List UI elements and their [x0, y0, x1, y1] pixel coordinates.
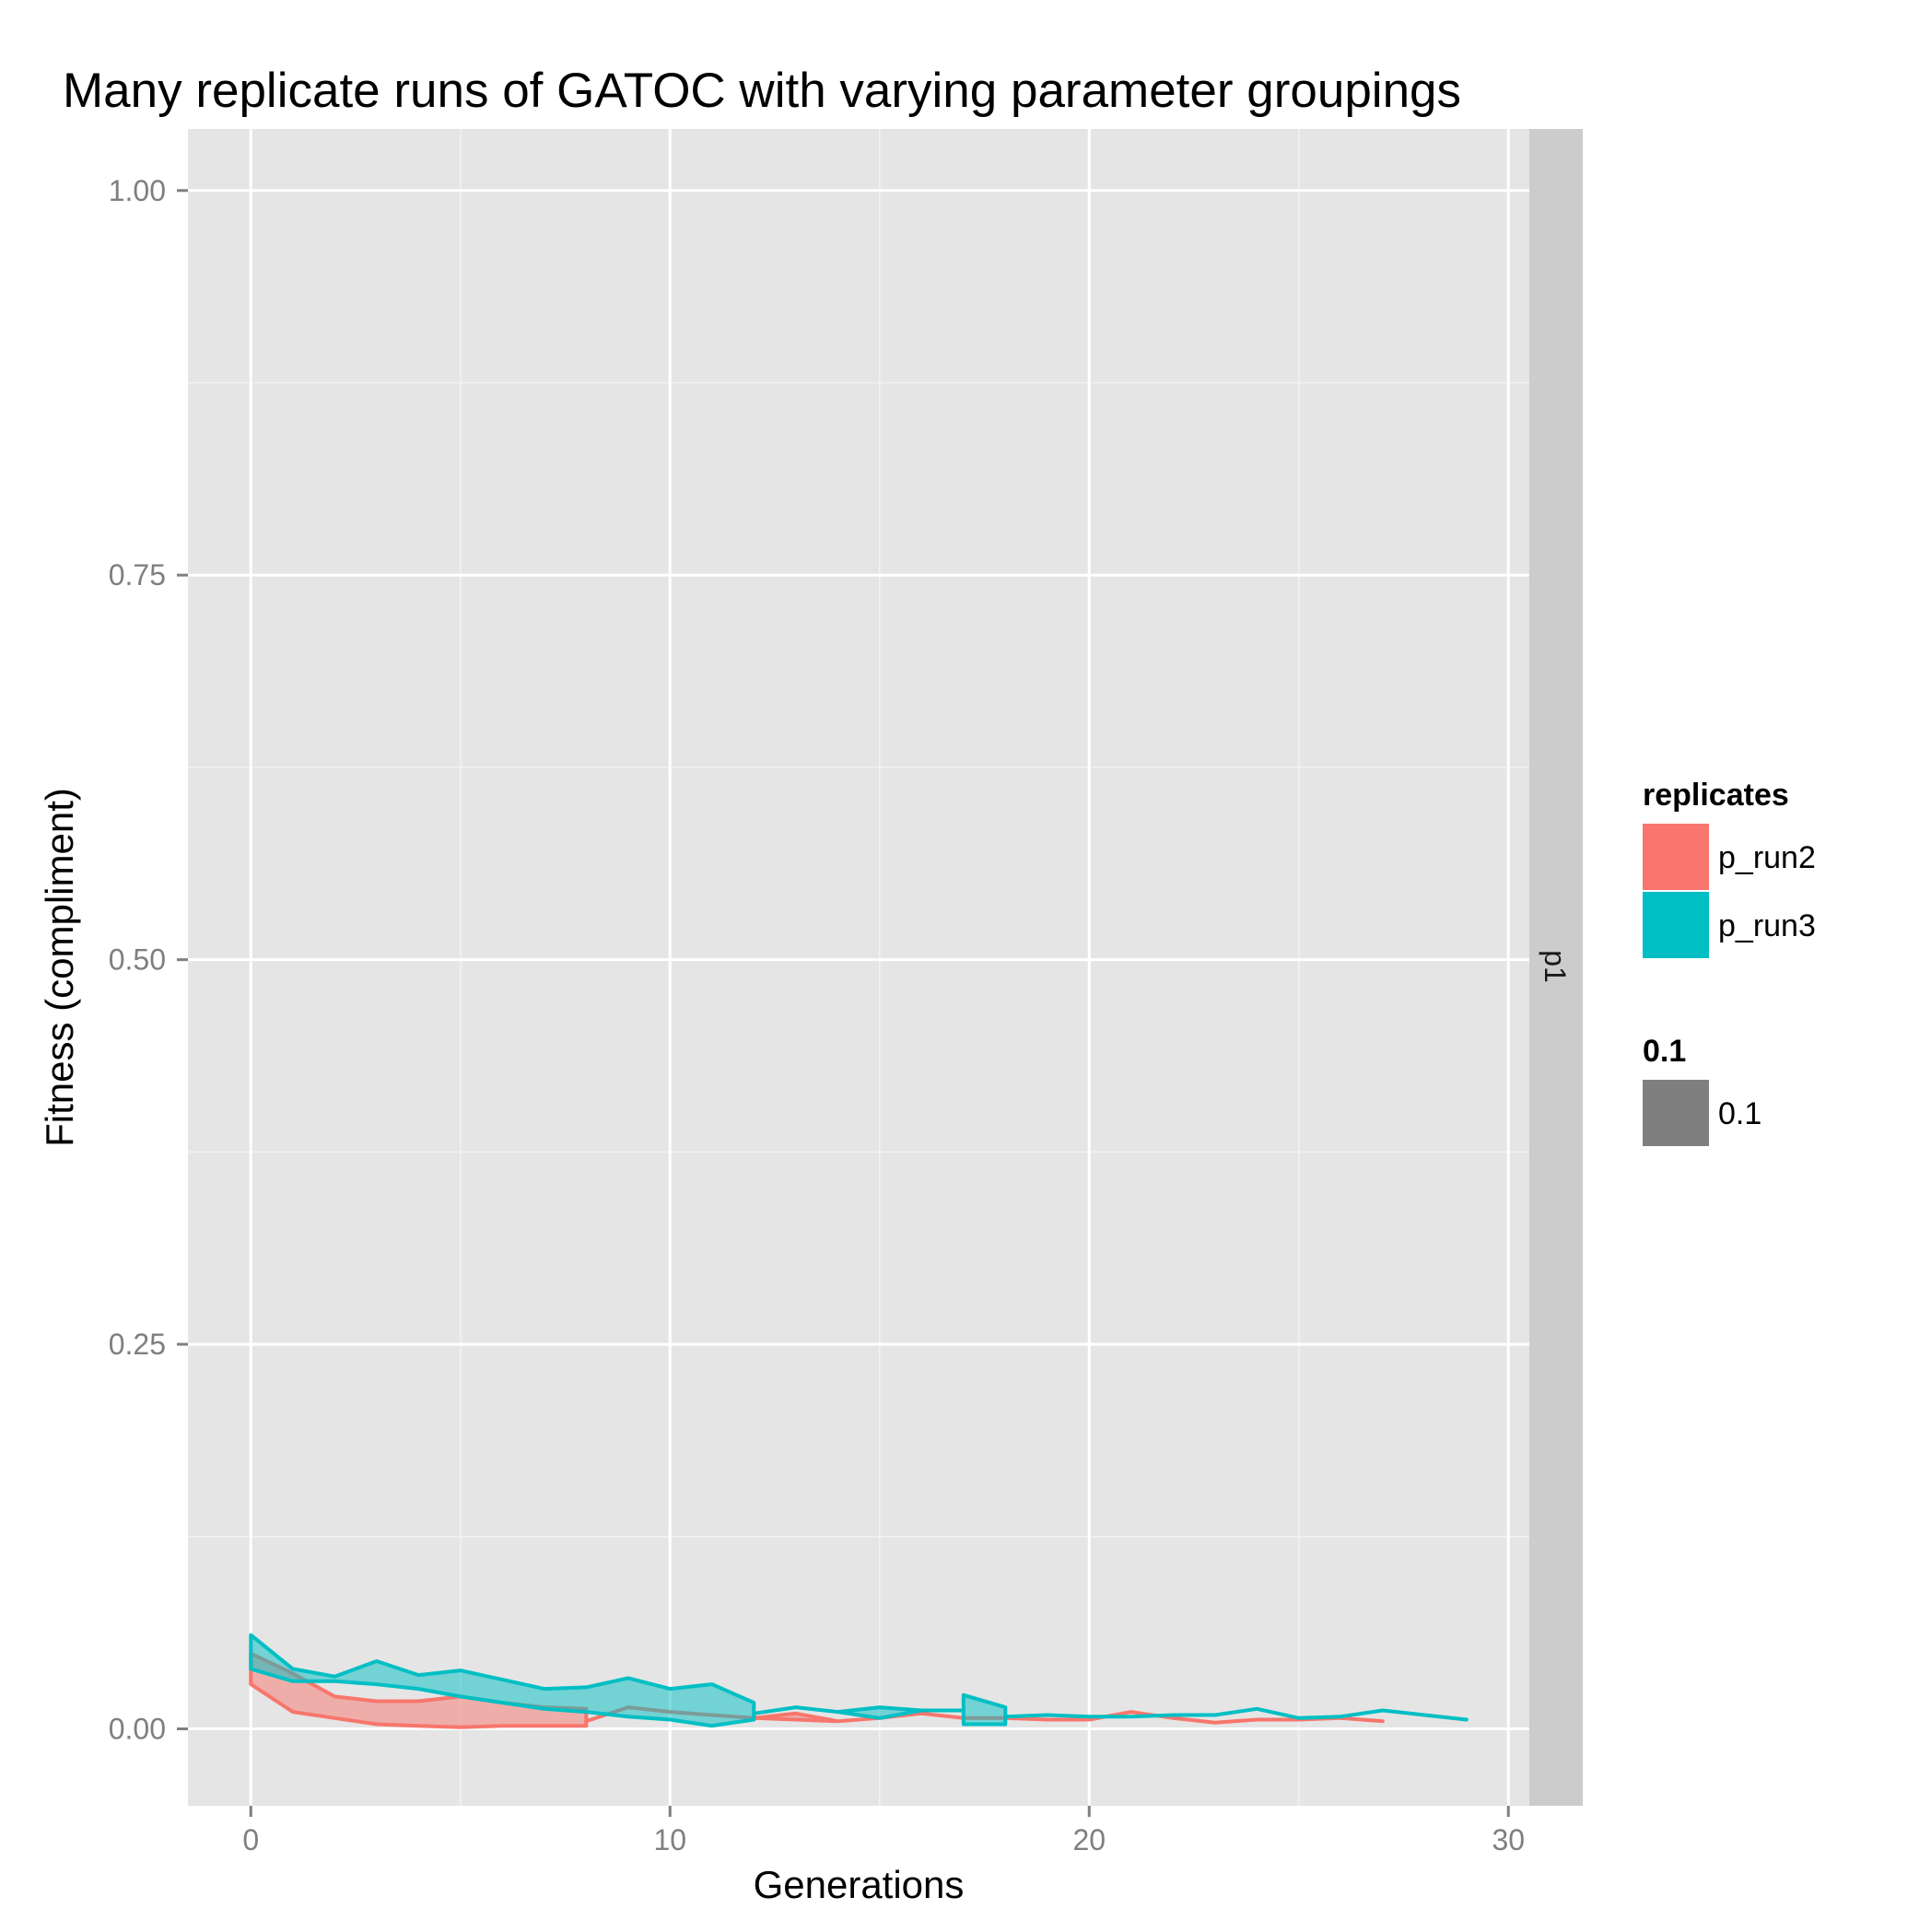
series-ribbon-p_run3: [1003, 1706, 1469, 1722]
x-axis-title: Generations: [754, 1863, 965, 1906]
facet-strip: [1529, 129, 1583, 1806]
plot-panel: [188, 129, 1529, 1806]
chart-title: Many replicate runs of GATOC with varyin…: [63, 64, 1461, 118]
series-layer: [249, 1633, 1469, 1729]
series-ribbon-p_run3: [249, 1633, 756, 1728]
legend-key: [1643, 1080, 1709, 1146]
facet-strip-label: p1: [1539, 950, 1572, 983]
y-axis-title: Fitness (compliment): [38, 788, 81, 1147]
legend: replicates p_run2 p_run3 0.1 0.1: [1643, 778, 1816, 1146]
series-ribbon-p_run3: [961, 1692, 1008, 1727]
axes: 0 10 20 30 0.00 0.25 0.50 0.75 1.00: [109, 174, 1525, 1856]
legend-key: [1643, 892, 1709, 958]
series-ribbon-p_run2: [249, 1651, 589, 1729]
x-tick-label: 20: [1072, 1823, 1106, 1856]
x-tick-label: 10: [653, 1823, 686, 1856]
legend-label: 0.1: [1718, 1096, 1761, 1131]
y-tick-label: 0.00: [109, 1713, 166, 1746]
legend-label: p_run3: [1718, 908, 1816, 943]
y-tick-label: 1.00: [109, 174, 166, 207]
y-tick-label: 0.75: [109, 558, 166, 591]
grid: [188, 129, 1529, 1806]
y-tick-label: 0.50: [109, 943, 166, 977]
x-tick-label: 0: [242, 1823, 259, 1856]
x-tick-label: 30: [1492, 1823, 1525, 1856]
legend-key: [1643, 824, 1709, 890]
legend-title: replicates: [1643, 778, 1789, 813]
y-tick-label: 0.25: [109, 1328, 166, 1361]
legend-title: 0.1: [1643, 1034, 1686, 1069]
legend-label: p_run2: [1718, 840, 1816, 875]
series-ribbon-p_run2: [584, 1705, 1385, 1725]
